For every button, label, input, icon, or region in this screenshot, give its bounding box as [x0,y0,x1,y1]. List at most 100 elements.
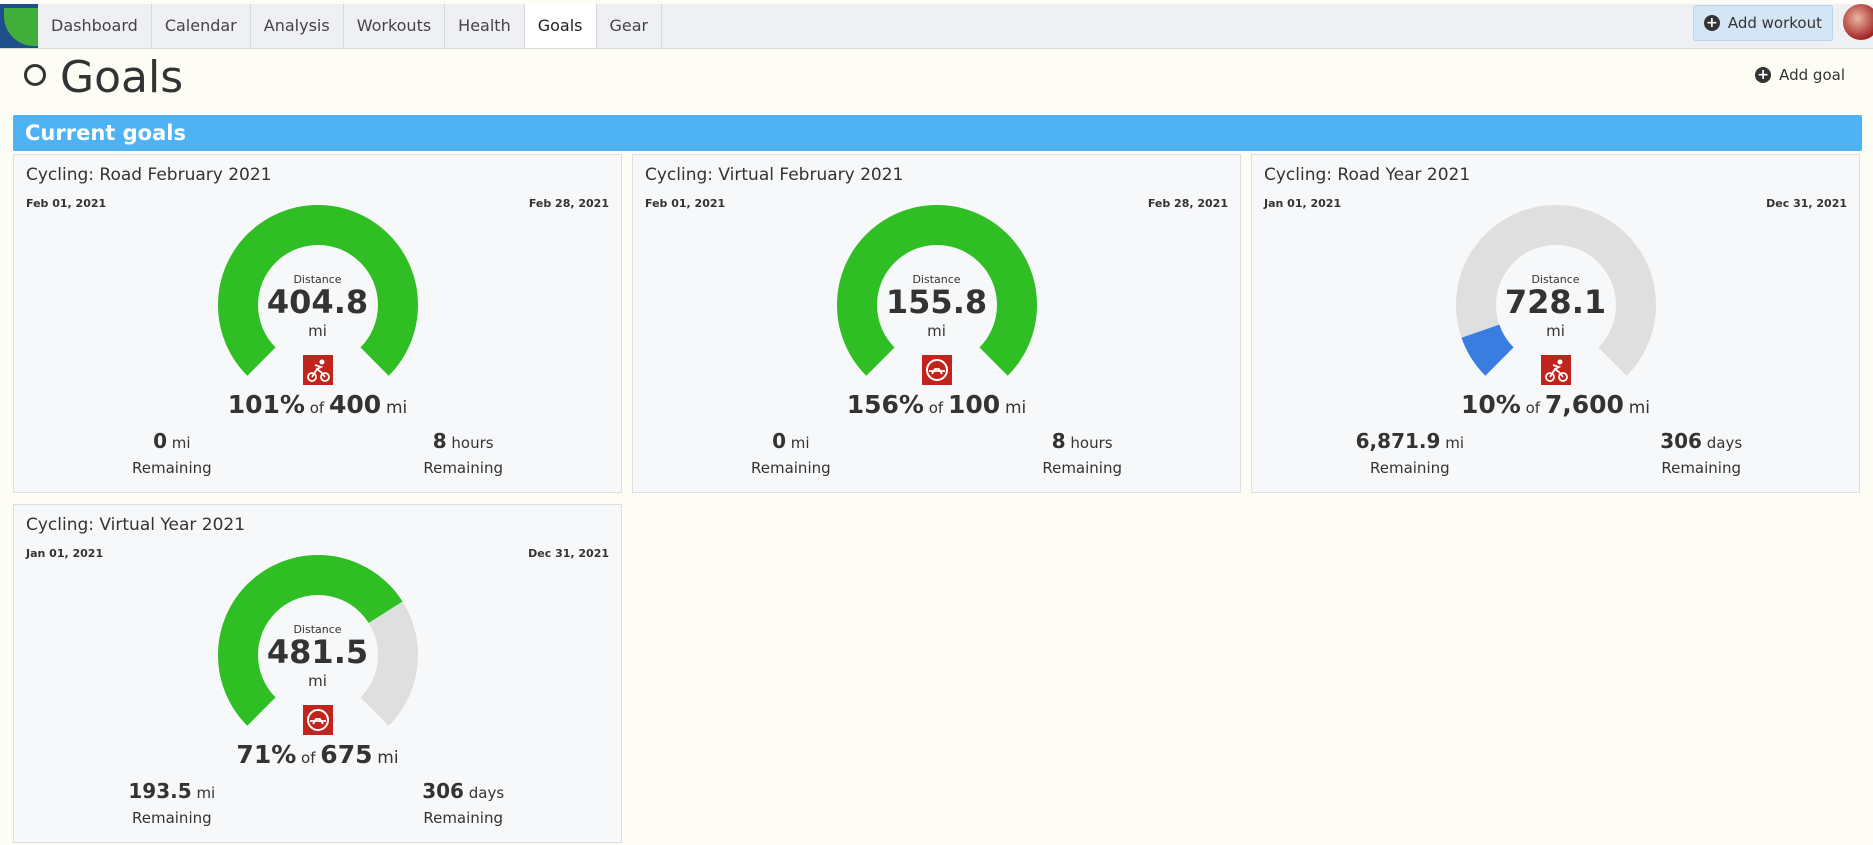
remaining-number: 6,871.9 [1355,429,1441,453]
goal-card[interactable]: Cycling: Road February 2021 Feb 01, 2021 F… [13,154,622,493]
target-unit: mi [385,398,408,418]
distance-unit: mi [927,322,946,340]
metric-label: Distance [1531,273,1580,286]
start-date: Feb 01, 2021 [26,197,107,210]
remaining-unit: days [468,784,505,802]
remaining-label: Remaining [423,809,503,827]
activity-icon [302,705,333,735]
goals-icon [24,64,46,86]
of-label: of [928,399,944,417]
percent-line: 156% of 100 mi [633,390,1240,419]
remaining-value: 0 mi [671,429,911,453]
distance-value: 155.8 [885,283,988,321]
activity-icon [1540,355,1571,385]
nav-tab[interactable]: Workouts [344,4,446,48]
target: 100 [948,390,1001,419]
gauge [836,205,1037,376]
remaining-value: 193.5 mi [52,779,292,803]
distance-value: 481.5 [266,633,369,671]
nav-tab[interactable]: Goals [524,4,597,48]
icon-glyph [1548,364,1564,378]
of-label: of [309,399,325,417]
icon-glyph [306,709,329,731]
icon-glyph [1557,372,1568,382]
target: 7,600 [1544,390,1624,419]
percent: 71% [236,740,297,769]
page-title: Goals [60,52,184,103]
nav-tab[interactable]: Health [445,4,525,48]
start-date: Jan 01, 2021 [26,547,104,560]
remaining-unit: mi [171,434,191,452]
distance-unit: mi [1546,322,1565,340]
activity-icon [302,355,333,385]
remaining-label: Remaining [1661,459,1741,477]
logo[interactable] [0,4,38,48]
goal-card[interactable]: Cycling: Virtual Year 2021 Jan 01, 2021 De… [13,504,622,843]
target-unit: mi [1628,398,1651,418]
nav-tab[interactable]: Calendar [152,4,251,48]
icon-glyph [319,372,330,382]
goal-card[interactable]: Cycling: Road Year 2021 Jan 01, 2021 Dec 3… [1251,154,1860,493]
remaining-value: 8 hours [343,429,583,453]
icon-glyph [306,372,317,382]
remaining-value: 6,871.9 mi [1290,429,1530,453]
of-label: of [301,749,316,767]
distance-unit: mi [308,322,327,340]
gauge-progress [836,205,1037,376]
goal-title: Cycling: Virtual February 2021 [645,165,904,185]
end-date: Feb 28, 2021 [528,197,609,210]
end-date: Dec 31, 2021 [1766,197,1847,210]
nav-tab[interactable]: Analysis [251,4,344,48]
goal-cards: Cycling: Road February 2021 Feb 01, 2021 F… [13,154,1860,843]
percent-line: 101% of 400 mi [14,390,621,419]
remaining-unit: mi [196,784,216,802]
percent-line: 71% of 675 mi [14,740,621,769]
remaining-value: 8 hours [962,429,1202,453]
target: 400 [329,390,382,419]
goal-card[interactable]: Cycling: Virtual February 2021 Feb 01, 20… [632,154,1241,493]
remaining-label: Remaining [1042,459,1122,477]
start-date: Jan 01, 2021 [1264,197,1342,210]
icon-glyph [319,359,324,365]
remaining-number: 8 [432,429,447,453]
remaining-unit: days [1706,434,1743,452]
icon-glyph [925,359,948,381]
percent: 156% [846,390,924,419]
remaining-label: Remaining [1369,459,1450,477]
remaining-number: 306 [1660,429,1702,453]
nav-tab[interactable]: Dashboard [38,4,152,48]
goal-title: Cycling: Road February 2021 [26,165,272,185]
remaining-number: 8 [1051,429,1066,453]
gauge-progress [217,555,418,726]
percent: 101% [227,390,305,419]
start-date: Feb 01, 2021 [645,197,726,210]
logo-mark [4,8,38,46]
remaining-unit: hours [1070,434,1113,452]
nav-tab[interactable]: Gear [597,4,663,48]
metric-label: Distance [293,273,342,286]
remaining-number: 0 [153,429,167,453]
end-date: Dec 31, 2021 [528,547,609,560]
remaining-label: Remaining [423,459,503,477]
distance-value: 404.8 [266,283,369,321]
remaining-label: Remaining [131,809,212,827]
icon-glyph [1544,372,1555,382]
percent-line: 10% of 7,600 mi [1252,390,1859,419]
target-unit: mi [1004,398,1027,418]
gauge [217,555,418,726]
remaining-unit: hours [451,434,494,452]
nav-bar: Dashboard Calendar Analysis Workouts Health G… [0,4,1873,49]
remaining-unit: mi [790,434,810,452]
add-workout-button[interactable]: + Add workout [1692,5,1833,41]
icon-glyph [310,364,326,378]
avatar[interactable] [1843,4,1873,40]
add-goal-button[interactable]: + Add goal [1755,66,1845,84]
distance-value: 728.1 [1504,283,1607,321]
target: 675 [320,740,373,769]
plus-icon: + [1703,15,1720,31]
remaining-number: 306 [422,779,464,803]
plus-icon: + [1755,67,1772,83]
add-workout-label: Add workout [1727,14,1822,32]
add-goal-label: Add goal [1779,66,1845,84]
activity-icon [921,355,952,385]
